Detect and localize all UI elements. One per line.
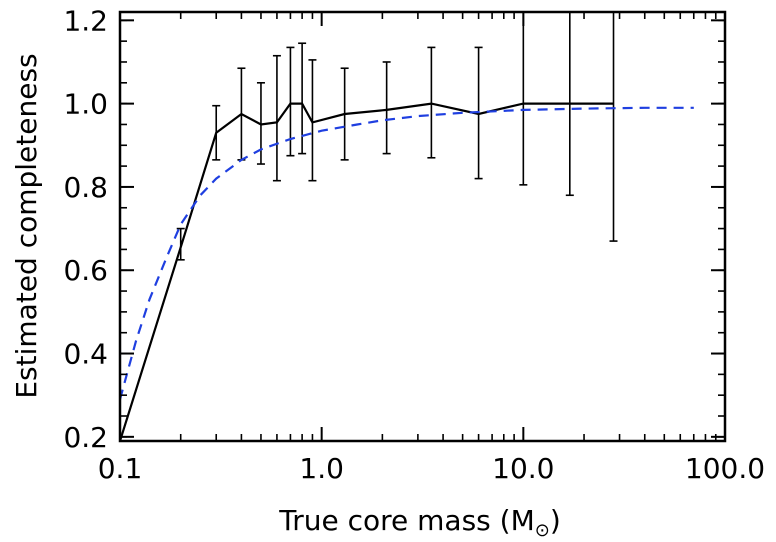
x-tick-label: 0.1 (98, 452, 143, 485)
y-tick-label: 0.2 (63, 421, 108, 454)
marks-layer (120, 12, 694, 441)
series-line-estimated-completeness (120, 102, 614, 441)
y-axis-title: Estimated completeness (10, 53, 43, 398)
plot-frame (118, 10, 727, 443)
y-tick-label: 1.0 (63, 88, 108, 121)
y-tick-label: 0.6 (63, 254, 108, 287)
series-line-model-curve (120, 106, 694, 400)
x-tick-label: 100.0 (685, 452, 765, 485)
y-tick-label: 0.4 (63, 338, 108, 371)
ticks-layer: 0.1 1.0 10.0 100.0 0.2 0.4 0.6 0.8 1.0 1.2 (63, 4, 765, 485)
x-axis-title: True core mass (M⊙) (278, 504, 561, 541)
x-tick-label: 10.0 (492, 452, 554, 485)
x-tick-label: 1.0 (299, 452, 344, 485)
y-tick-label: 0.8 (63, 171, 108, 204)
y-tick-label: 1.2 (63, 4, 108, 37)
